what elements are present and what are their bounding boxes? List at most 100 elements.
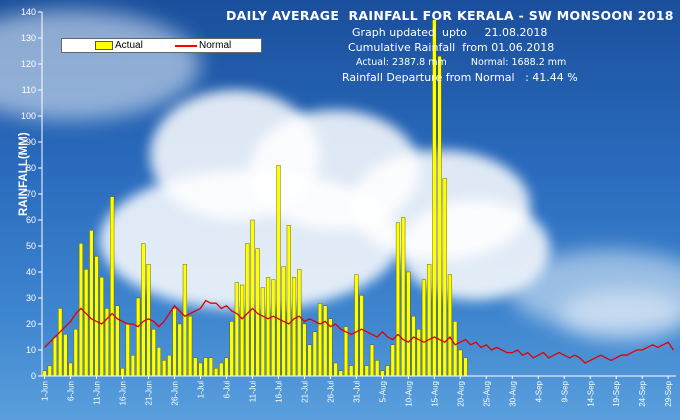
y-tick-label: 40: [26, 267, 36, 277]
departure-text: Rainfall Departure from Normal : 41.44 %: [342, 71, 578, 84]
actual-rainfall-bar: [141, 243, 146, 377]
actual-rainfall-bar: [364, 365, 369, 377]
y-tick-label: 80: [26, 163, 36, 173]
actual-rainfall-bar: [276, 165, 281, 377]
x-tick-label: 6-Jun: [67, 381, 76, 401]
y-tick-label: 90: [26, 137, 36, 147]
actual-rainfall-bar: [94, 256, 99, 377]
actual-rainfall-bar: [162, 360, 167, 377]
actual-rainfall-bar: [291, 277, 297, 377]
x-tick-label: 11-Jun: [93, 381, 102, 405]
y-tick-label: 120: [21, 59, 36, 69]
actual-rainfall-bar: [203, 357, 208, 377]
actual-rainfall-bar: [395, 222, 401, 377]
actual-rainfall-bar: [401, 217, 406, 377]
actual-rainfall-bar: [453, 321, 458, 377]
actual-rainfall-bar: [177, 323, 182, 377]
actual-rainfall-bar: [442, 178, 447, 377]
actual-rainfall-bar: [437, 56, 442, 377]
y-tick-label: 0: [31, 371, 36, 381]
legend-swatch-actual: [95, 41, 113, 50]
x-tick-label: 9-Sep: [560, 380, 569, 402]
x-tick-label: 11-Jul: [248, 381, 257, 402]
chart-title: DAILY AVERAGE RAINFALL FOR KERALA - SW M…: [226, 8, 674, 23]
actual-rainfall-bar: [354, 274, 359, 377]
actual-rainfall-bar: [156, 347, 161, 377]
x-tick-label: 26-Jul: [326, 381, 335, 403]
actual-rainfall-bar: [130, 355, 136, 377]
x-tick-label: 26-Jun: [171, 381, 180, 405]
y-axis-label: RAINFALL(MM): [18, 132, 30, 216]
x-tick-label: 4-Sep: [534, 380, 543, 402]
actual-rainfall-bar: [427, 264, 432, 377]
actual-rainfall-bar: [224, 357, 229, 377]
actual-rainfall-bar: [250, 219, 255, 377]
actual-rainfall-bar: [219, 362, 224, 377]
actual-rainfall-bar: [390, 344, 395, 377]
actual-rainfall-bar: [208, 357, 213, 377]
x-tick-label: 14-Sep: [586, 380, 595, 406]
actual-rainfall-bar: [312, 331, 317, 377]
actual-rainfall-bar: [84, 269, 89, 377]
actual-rainfall-bar: [120, 368, 125, 377]
y-tick-label: 50: [26, 241, 36, 251]
x-tick-label: 19-Sep: [612, 380, 621, 406]
actual-rainfall-bar: [99, 277, 104, 377]
actual-normal-totals-text: Actual: 2387.8 mm Normal: 1688.2 mm: [356, 57, 567, 68]
cumulative-period-text: Cumulative Rainfall from 01.06.2018: [348, 41, 555, 54]
actual-rainfall-bar: [42, 370, 47, 377]
y-tick-label: 110: [22, 85, 36, 95]
y-tick-label: 20: [26, 319, 36, 329]
actual-rainfall-bar: [214, 368, 219, 377]
x-tick-label: 31-Jul: [352, 381, 361, 403]
legend-label-actual: Actual: [115, 40, 143, 51]
actual-rainfall-bar: [271, 279, 276, 377]
actual-rainfall-bar: [369, 344, 375, 377]
actual-rainfall-bar: [188, 316, 193, 377]
actual-rainfall-bar: [125, 323, 130, 377]
actual-rainfall-bar: [302, 323, 307, 377]
legend-swatch-normal: [175, 44, 197, 47]
chart-legend: Actual Normal: [61, 38, 262, 53]
actual-rainfall-bar: [47, 365, 52, 377]
actual-rainfall-bar: [229, 321, 234, 377]
actual-rainfall-bar: [375, 360, 380, 377]
actual-rainfall-bar: [286, 224, 291, 377]
actual-rainfall-bar: [317, 303, 323, 377]
cloud-decoration: [0, 10, 200, 120]
actual-rainfall-bar: [411, 316, 416, 377]
y-tick-label: 70: [26, 189, 36, 199]
x-tick-label: 6-Jul: [222, 381, 231, 399]
actual-rainfall-bar: [297, 269, 302, 377]
actual-rainfall-bar: [73, 329, 78, 377]
actual-rainfall-bar: [198, 362, 203, 377]
x-tick-label: 25-Aug: [482, 381, 491, 407]
actual-rainfall-bar: [239, 284, 245, 377]
actual-rainfall-bar: [89, 230, 94, 377]
y-tick-label: 60: [26, 215, 36, 225]
x-tick-label: 21-Jun: [145, 381, 154, 405]
x-tick-label: 21-Jul: [300, 381, 309, 403]
x-tick-label: 1-Jul: [197, 381, 206, 399]
legend-item-normal: Normal: [175, 40, 231, 51]
x-tick-label: 30-Aug: [508, 381, 517, 407]
cloud-decoration: [560, 290, 680, 340]
actual-rainfall-bar: [172, 308, 177, 377]
y-tick-label: 30: [26, 293, 36, 303]
actual-rainfall-bar: [193, 357, 198, 377]
y-tick-label: 130: [21, 33, 36, 43]
actual-rainfall-bar: [182, 264, 187, 377]
y-tick-label: 10: [26, 345, 36, 355]
x-tick-label: 5-Aug: [378, 381, 387, 402]
actual-rainfall-bar: [338, 370, 343, 377]
actual-rainfall-bar: [359, 295, 364, 377]
actual-rainfall-bar: [136, 297, 141, 377]
actual-rainfall-bar: [333, 362, 338, 377]
actual-rainfall-bar: [307, 344, 312, 377]
actual-rainfall-bar: [234, 282, 239, 377]
x-tick-label: 20-Aug: [456, 381, 465, 407]
actual-rainfall-bar: [406, 271, 411, 377]
actual-rainfall-bar: [110, 196, 115, 377]
